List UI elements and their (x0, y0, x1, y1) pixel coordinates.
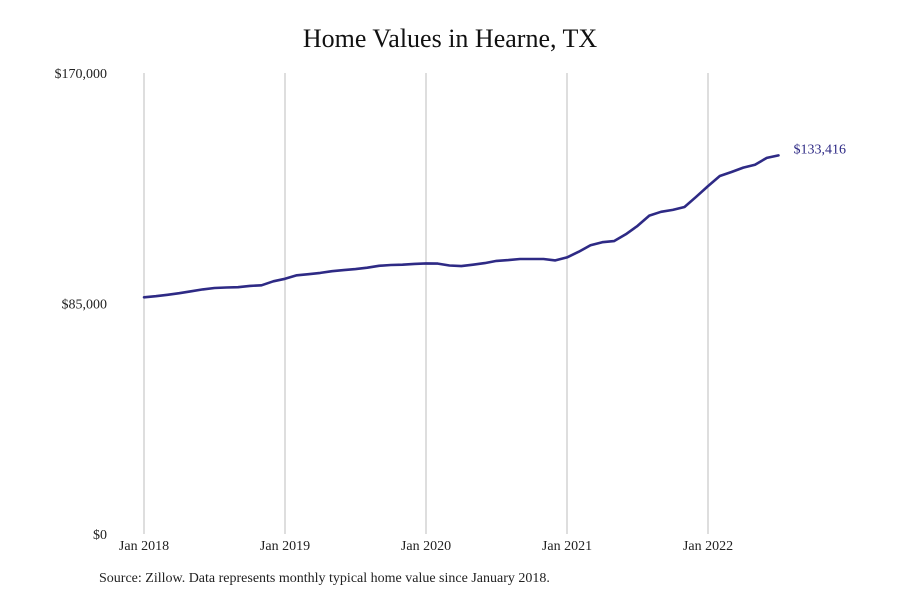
x-axis-tick-labels: Jan 2018 Jan 2019 Jan 2020 Jan 2021 Jan 2022 (119, 539, 733, 554)
y-tick-label: $85,000 (62, 298, 108, 313)
x-tick-label: Jan 2021 (542, 539, 592, 554)
series-line (142, 154, 780, 299)
x-tick-label: Jan 2020 (401, 539, 451, 554)
x-tick-label: Jan 2022 (683, 539, 733, 554)
source-note: Source: Zillow. Data represents monthly … (99, 571, 550, 586)
chart-title: Home Values in Hearne, TX (302, 24, 598, 53)
y-tick-label: $170,000 (55, 67, 108, 82)
y-tick-label: $0 (93, 528, 107, 543)
x-tick-label: Jan 2019 (260, 539, 310, 554)
grid-lines (143, 73, 709, 534)
x-tick-label: Jan 2018 (119, 539, 169, 554)
y-axis-tick-labels: $0 $85,000 $170,000 (55, 67, 108, 543)
end-value-label: $133,416 (794, 142, 847, 157)
